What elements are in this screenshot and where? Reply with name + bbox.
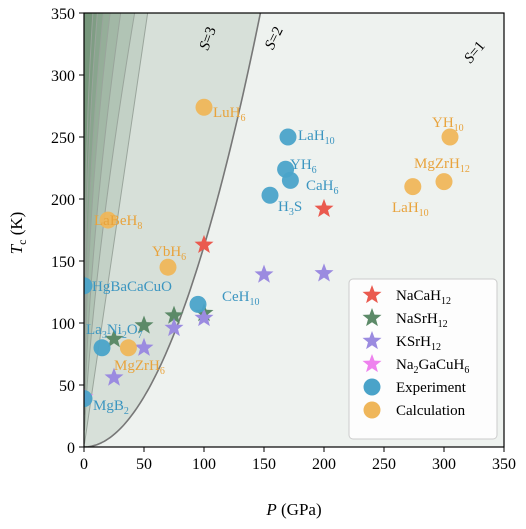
x-tick-label: 0 <box>80 456 88 473</box>
point-label: MgZrH12 <box>414 156 470 175</box>
point-label: YH6 <box>290 157 317 176</box>
x-tick-label: 150 <box>252 456 276 473</box>
star-marker <box>314 263 334 282</box>
circle-marker <box>93 339 111 357</box>
circle-marker <box>159 258 177 276</box>
x-tick-label: 100 <box>192 456 216 473</box>
legend-entry: NaCaH12 <box>396 288 451 307</box>
circle-marker <box>281 171 299 189</box>
circle-marker <box>261 186 279 204</box>
legend-star <box>362 331 382 350</box>
point-label: YH10 <box>432 115 464 134</box>
x-tick-label: 300 <box>432 456 456 473</box>
star-marker <box>104 329 124 348</box>
circle-marker <box>84 390 93 408</box>
legend-entry: Calculation <box>396 403 466 419</box>
plot-frame <box>83 12 505 448</box>
legend-star <box>362 308 382 327</box>
star-marker <box>164 305 184 324</box>
legend-entry: KSrH12 <box>396 334 441 353</box>
legend-star <box>362 354 382 373</box>
contour-band <box>84 13 104 365</box>
legend-entry: Na2GaCuH6 <box>396 357 469 376</box>
circle-marker <box>99 211 117 229</box>
star-marker <box>254 264 274 283</box>
point-label: H3S <box>278 199 302 218</box>
point-label: MgZrH6 <box>114 358 165 377</box>
x-tick-label: 200 <box>312 456 336 473</box>
point-label: LuH6 <box>213 105 246 124</box>
x-tick-label: 350 <box>492 456 516 473</box>
circle-marker <box>189 295 207 313</box>
legend-circle <box>363 401 381 419</box>
point-label: La3Ni2O7 <box>86 322 143 341</box>
axes: 0 50 100 150 200 250 300 350 0 50 100 150 200 250 300 3… <box>7 6 516 519</box>
circle-marker <box>435 173 453 191</box>
y-tick-label: 200 <box>51 192 75 209</box>
legend: NaCaH12 NaSrH12 KSrH12 Na2GaCuH6 Experiment C… <box>348 278 498 440</box>
legend-entry: NaSrH12 <box>396 311 448 330</box>
star-marker <box>134 337 154 356</box>
x-tick-label: 250 <box>372 456 396 473</box>
contour-band <box>84 13 93 276</box>
legend-box <box>348 278 498 440</box>
contour-band <box>84 13 261 447</box>
point-label: LaH10 <box>298 128 335 147</box>
point-label: YbH6 <box>152 244 186 263</box>
y-tick-label: 50 <box>59 378 75 395</box>
point-label: LaBeH8 <box>94 213 142 232</box>
y-tick-label: 0 <box>67 440 75 457</box>
point-label: HgBaCaCuO <box>92 279 172 295</box>
star-marker <box>314 198 334 217</box>
contour-band <box>84 13 98 325</box>
star-marker <box>194 308 214 327</box>
point-label: LaH10 <box>392 200 429 219</box>
point-label: MgB2 <box>93 398 129 417</box>
y-tick-label: 250 <box>51 130 75 147</box>
y-tick-label: 150 <box>51 254 75 271</box>
point-labels: S=3S=2S=1LuH6LaH10YH6CaH6H3SYH10MgZrH12L… <box>86 24 489 417</box>
point-label: CeH10 <box>222 289 260 308</box>
y-axis-label: Tc (K) <box>7 212 29 255</box>
x-axis-label: P (GPa) <box>265 500 321 519</box>
point-label: CaH6 <box>306 178 339 197</box>
legend-star <box>362 285 382 304</box>
circle-marker <box>441 128 459 146</box>
circle-marker <box>279 128 297 146</box>
circle-marker <box>84 277 93 295</box>
x-tick-label: 50 <box>136 456 152 473</box>
circle-marker <box>195 98 213 116</box>
legend-entry: Experiment <box>396 380 467 396</box>
contour-label: S=3 <box>197 25 220 53</box>
contour-band <box>84 13 121 415</box>
contour-band <box>84 13 135 431</box>
y-tick-label: 300 <box>51 68 75 85</box>
star-marker <box>164 318 184 337</box>
star-marker <box>134 315 154 334</box>
y-tick-label: 100 <box>51 316 75 333</box>
contour-line <box>84 13 262 447</box>
star-marker <box>104 367 124 386</box>
data-markers <box>84 98 459 408</box>
star-marker <box>194 234 214 253</box>
circle-marker <box>404 178 422 196</box>
y-tick-label: 350 <box>51 6 75 23</box>
legend-circle <box>363 378 381 396</box>
circle-marker <box>119 339 137 357</box>
